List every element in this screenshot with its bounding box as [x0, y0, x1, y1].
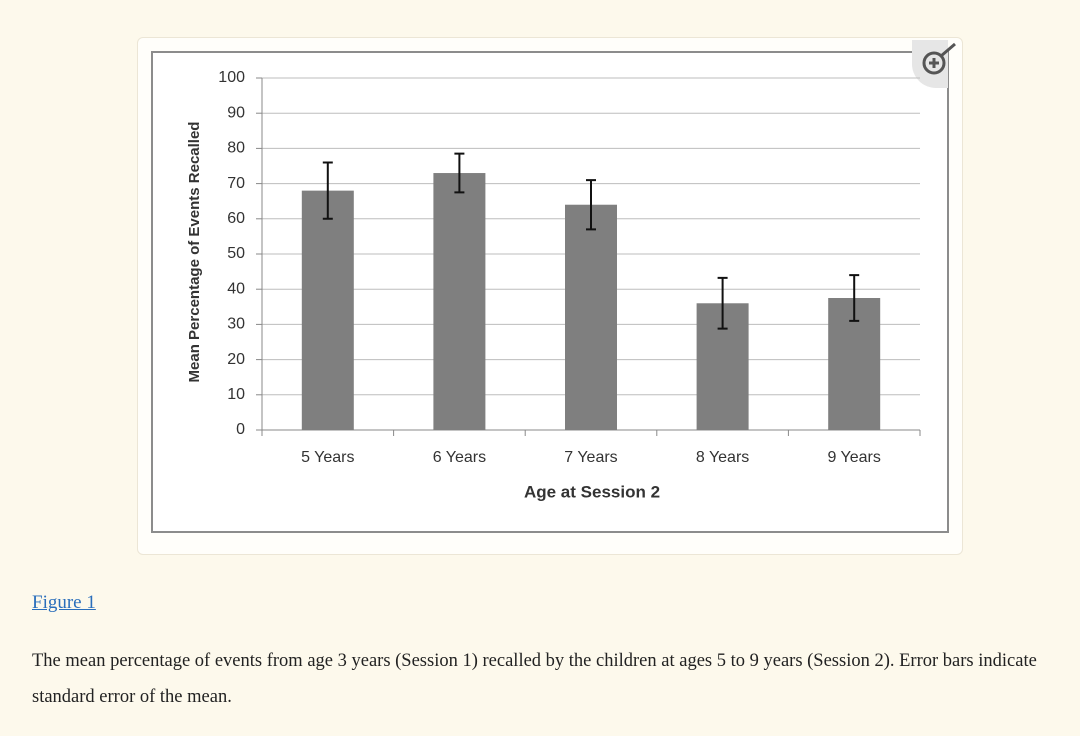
error-bar — [586, 179, 596, 231]
figure-link[interactable]: Figure 1 — [32, 592, 96, 613]
chart-frame — [151, 51, 949, 533]
bar — [565, 204, 617, 430]
zoom-button[interactable] — [912, 40, 956, 88]
zoom-icon — [922, 51, 946, 75]
x-tick-label: 8 Years — [696, 449, 749, 466]
y-tick-label: 60 — [227, 210, 245, 227]
y-tick-label: 10 — [227, 386, 245, 403]
error-bar — [322, 161, 333, 220]
zoom-icon-plus — [929, 42, 956, 68]
x-tick-label: 5 Years — [301, 449, 354, 466]
x-tick-label: 7 Years — [564, 449, 617, 466]
y-tick-label: 30 — [227, 316, 245, 333]
y-tick-label: 50 — [227, 245, 245, 262]
y-tick-label: 20 — [227, 351, 245, 368]
x-axis-title: Age at Session 2 — [524, 482, 660, 501]
x-tick-label: 6 Years — [433, 449, 486, 466]
bar — [433, 173, 486, 431]
y-tick-label: 100 — [218, 69, 245, 86]
error-bar — [454, 152, 465, 194]
chart: Mean Percentage of Events Recalled Age a… — [151, 40, 956, 533]
x-tick-label: 9 Years — [828, 449, 881, 466]
y-tick-label: 80 — [227, 140, 245, 157]
bar — [301, 190, 354, 430]
error-bar — [849, 274, 860, 322]
error-bar — [717, 276, 728, 330]
figure-caption: The mean percentage of events from age 3… — [32, 651, 1037, 707]
y-tick-label: 0 — [236, 421, 245, 438]
y-tick-label: 70 — [227, 175, 245, 192]
y-tick-label: 40 — [227, 280, 245, 297]
y-tick-label: 90 — [227, 104, 245, 121]
y-axis-title: Mean Percentage of Events Recalled — [186, 122, 203, 383]
